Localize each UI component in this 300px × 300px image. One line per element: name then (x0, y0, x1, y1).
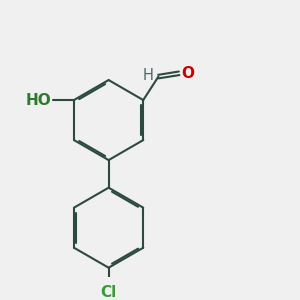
Text: HO: HO (25, 93, 51, 108)
Text: O: O (181, 66, 194, 81)
Text: H: H (142, 68, 154, 83)
Text: Cl: Cl (100, 285, 117, 300)
